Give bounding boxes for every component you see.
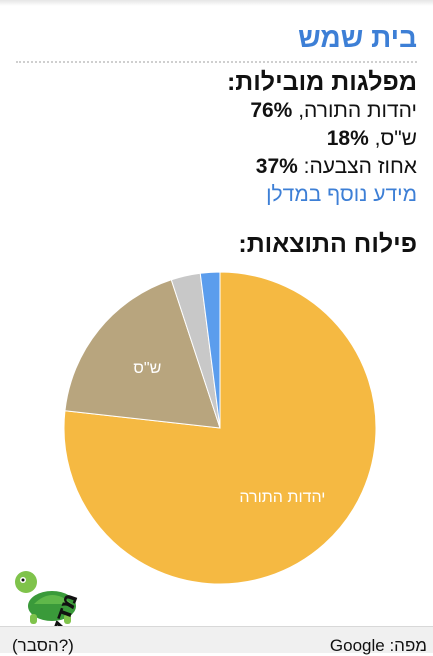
parties-heading: מפלגות מובילות: [226, 68, 417, 96]
results-pie-chart[interactable]: יהדות התורה ש"ס [60, 268, 380, 588]
party-row-utj: יהדות התורה, 76% [250, 99, 417, 123]
madlan-turtle-logo: מדלן [15, 571, 84, 630]
party-percent: 18% [326, 127, 369, 150]
party-name: יהדות התורה, [298, 99, 417, 122]
turnout-row: אחוז הצבעה: 37% [256, 155, 417, 179]
chart-heading: פילוח התוצאות: [238, 230, 417, 258]
pie-slice-label-0: יהדות התורה [239, 489, 325, 506]
party-percent: 76% [250, 99, 293, 122]
top-strip [0, 0, 433, 6]
pie-slice-1[interactable] [64, 279, 221, 429]
page-title: בית שמש [298, 22, 417, 53]
party-row-shas: ש"ס, 18% [327, 127, 417, 151]
pie-slice-label-1: ש"ס [133, 360, 161, 377]
more-info-link[interactable]: מידע נוסף במדלן [266, 183, 417, 206]
turnout-value: 37% [255, 155, 298, 178]
map-footer: מפה: Google (הסבר?) [0, 626, 433, 655]
help-link[interactable]: (הסבר?) [12, 636, 74, 655]
party-name: ש"ס, [374, 127, 417, 150]
title-divider [16, 61, 417, 63]
pie-slice-3[interactable] [199, 271, 221, 429]
turnout-label: אחוז הצבעה: [303, 155, 417, 178]
map-credit: מפה: Google [329, 636, 427, 655]
